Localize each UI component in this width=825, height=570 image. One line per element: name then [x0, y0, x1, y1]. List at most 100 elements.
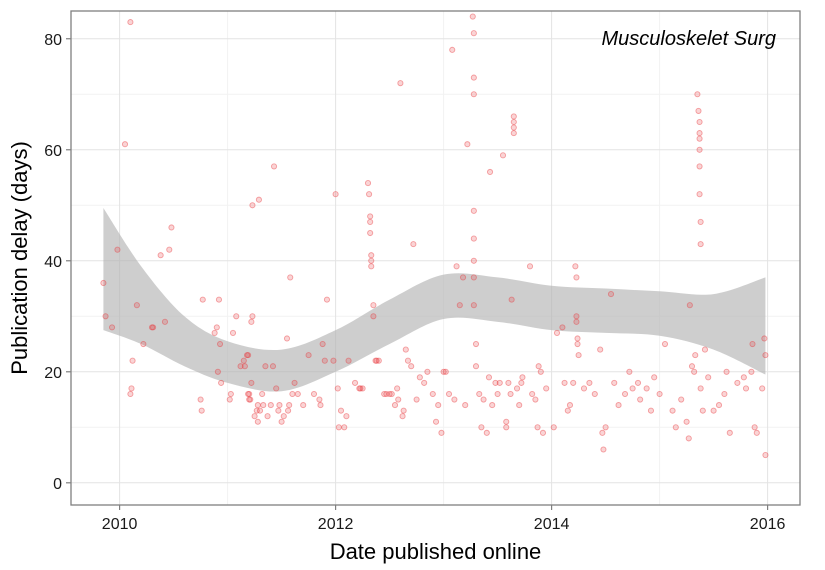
data-point: [332, 191, 339, 198]
data-point: [245, 390, 252, 398]
data-point: [734, 379, 741, 386]
x-axis-title: Date published online: [330, 539, 542, 564]
data-point: [226, 396, 233, 403]
data-point: [386, 390, 393, 398]
data-point: [300, 402, 307, 409]
data-point: [573, 318, 580, 325]
data-point: [697, 218, 704, 225]
data-point: [267, 402, 274, 409]
data-point: [432, 418, 440, 425]
data-point: [715, 402, 723, 409]
data-point: [721, 390, 728, 398]
data-point: [438, 429, 445, 436]
data-points: [100, 13, 769, 459]
data-point: [761, 335, 768, 342]
data-point: [472, 340, 480, 348]
data-point: [611, 379, 618, 386]
data-point: [740, 374, 747, 381]
data-point: [128, 385, 135, 392]
grid-major: [71, 11, 800, 505]
data-point: [508, 296, 515, 303]
data-point: [537, 368, 544, 375]
data-point: [275, 407, 282, 414]
data-point: [102, 313, 109, 320]
data-point: [470, 235, 477, 242]
data-point: [248, 318, 255, 325]
data-point: [264, 413, 271, 420]
data-point: [255, 196, 262, 203]
data-point: [572, 263, 579, 270]
data-point: [669, 407, 676, 414]
data-point: [140, 340, 147, 348]
data-point: [286, 402, 293, 409]
data-point: [696, 130, 703, 137]
data-point: [251, 413, 258, 420]
data-point: [710, 407, 717, 414]
data-point: [168, 224, 175, 231]
data-point: [213, 324, 220, 331]
plot-border: [70, 10, 801, 506]
data-point: [370, 302, 377, 309]
data-point: [701, 346, 709, 353]
data-point: [211, 329, 218, 336]
data-point: [367, 218, 374, 225]
data-point: [253, 407, 260, 414]
y-tick-label: 40: [44, 254, 62, 271]
data-point: [259, 390, 266, 398]
data-point: [161, 318, 169, 325]
data-point: [470, 91, 477, 98]
axis-tick-labels: 2010 2012 2014 2016 0 20 40 60 80: [44, 32, 785, 533]
data-point: [566, 402, 574, 409]
data-point: [421, 379, 428, 386]
data-point: [240, 357, 247, 364]
data-point: [510, 124, 517, 131]
data-point: [529, 390, 536, 398]
data-point: [599, 429, 606, 436]
data-point: [532, 396, 539, 403]
data-point: [310, 390, 318, 398]
data-point: [574, 335, 581, 342]
data-point: [330, 357, 337, 364]
data-point: [759, 385, 766, 392]
data-point: [410, 241, 417, 248]
plot-panel: [71, 11, 800, 505]
data-point: [586, 379, 593, 386]
data-point: [449, 46, 456, 53]
data-point: [597, 346, 604, 353]
data-point: [237, 363, 244, 370]
data-point: [246, 390, 253, 398]
smooth-confidence-band: [103, 208, 766, 392]
x-tick-label: 2012: [318, 516, 354, 533]
data-point: [656, 390, 663, 398]
data-point: [516, 402, 523, 409]
data-point: [480, 396, 487, 403]
data-point: [108, 324, 116, 331]
data-point: [470, 74, 477, 81]
data-point: [368, 252, 375, 259]
data-point: [150, 324, 157, 331]
data-point: [496, 379, 503, 386]
data-point: [539, 429, 547, 436]
data-point: [519, 374, 526, 381]
data-point: [492, 379, 499, 386]
data-point: [683, 418, 690, 425]
data-point: [289, 390, 296, 398]
data-point: [499, 152, 507, 159]
data-point: [697, 241, 704, 248]
data-point: [129, 357, 136, 364]
data-point: [260, 402, 267, 409]
data-point: [686, 302, 693, 309]
data-point: [216, 340, 224, 348]
data-point: [335, 424, 342, 431]
data-point: [198, 407, 205, 414]
data-point: [345, 357, 352, 364]
data-point: [241, 363, 248, 370]
data-point: [510, 130, 517, 137]
data-point: [373, 357, 380, 364]
data-point: [249, 202, 256, 209]
data-point: [388, 390, 395, 398]
data-point: [696, 135, 703, 142]
data-point: [408, 363, 415, 370]
data-point: [505, 379, 512, 386]
data-point: [280, 413, 287, 420]
